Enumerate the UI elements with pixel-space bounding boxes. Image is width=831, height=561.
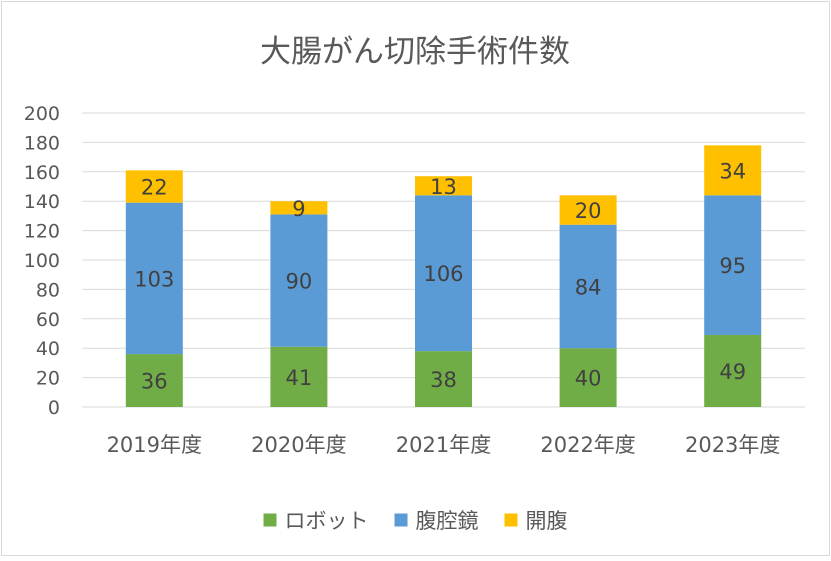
data-label: 9: [292, 197, 305, 221]
y-tick-label: 60: [36, 309, 60, 331]
y-tick-label: 160: [24, 162, 60, 184]
y-tick-label: 100: [24, 250, 60, 272]
bar-segment-腹腔鏡: [559, 224, 617, 349]
legend-swatch: [394, 513, 408, 527]
data-label: 13: [430, 175, 457, 199]
bar-segment-ロボット: [125, 354, 183, 407]
legend-label: 開腹: [526, 509, 568, 533]
data-label: 34: [719, 159, 746, 183]
data-label: 106: [423, 262, 463, 286]
legend-label: ロボット: [285, 509, 369, 533]
y-tick-label: 80: [36, 279, 60, 301]
gridlines: [82, 112, 805, 408]
y-tick-label: 180: [24, 132, 60, 154]
bar-segment-腹腔鏡: [704, 195, 762, 335]
bar-segment-開腹: [704, 145, 762, 196]
x-tick-label: 2021年度: [396, 433, 491, 457]
data-label: 38: [430, 368, 457, 392]
bar-segment-腹腔鏡: [125, 202, 183, 355]
y-tick-label: 140: [24, 191, 60, 213]
x-tick-label: 2020年度: [251, 433, 346, 457]
legend-label: 腹腔鏡: [416, 509, 479, 533]
y-tick-label: 40: [36, 338, 60, 360]
chart-title: 大腸がん切除手術件数: [260, 34, 570, 70]
data-labels: 36 103 22 41 90 9 38 106 13 40 84 20 49 95 34: [134, 159, 746, 393]
legend-swatch: [504, 513, 518, 527]
data-label: 22: [141, 176, 168, 200]
x-tick-label: 2023年度: [685, 433, 780, 457]
data-label: 41: [286, 366, 313, 390]
data-label: 36: [141, 370, 168, 394]
y-tick-label: 20: [36, 368, 60, 390]
x-tick-label: 2022年度: [540, 433, 635, 457]
x-axis-tick-labels: 2019年度 2020年度 2021年度 2022年度 2023年度: [107, 433, 781, 457]
bars: [125, 145, 762, 407]
y-axis-tick-labels: 0 20 40 60 80 100 120 140 160 180 200: [24, 103, 60, 419]
data-label: 49: [719, 360, 746, 384]
y-tick-label: 200: [24, 103, 60, 125]
legend-swatch: [263, 513, 277, 527]
y-tick-label: 120: [24, 221, 60, 243]
bar-segment-ロボット: [704, 334, 762, 407]
data-label: 90: [286, 270, 313, 294]
bar-segment-ロボット: [270, 346, 328, 407]
bar-segment-開腹: [415, 176, 472, 196]
bar-segment-開腹: [559, 195, 617, 225]
bar-segment-開腹: [270, 201, 328, 215]
bar-segment-開腹: [125, 170, 183, 203]
x-tick-label: 2019年度: [107, 433, 202, 457]
bar-segment-ロボット: [415, 351, 472, 407]
data-label: 40: [575, 367, 602, 391]
data-label: 103: [134, 267, 174, 291]
data-label: 95: [719, 254, 746, 278]
y-tick-label: 0: [48, 397, 60, 419]
legend: ロボット 腹腔鏡 開腹: [263, 509, 568, 533]
data-label: 84: [575, 275, 602, 299]
data-label: 20: [575, 199, 602, 223]
bar-segment-腹腔鏡: [270, 214, 328, 347]
bar-segment-ロボット: [559, 348, 617, 407]
bar-segment-腹腔鏡: [415, 195, 472, 352]
